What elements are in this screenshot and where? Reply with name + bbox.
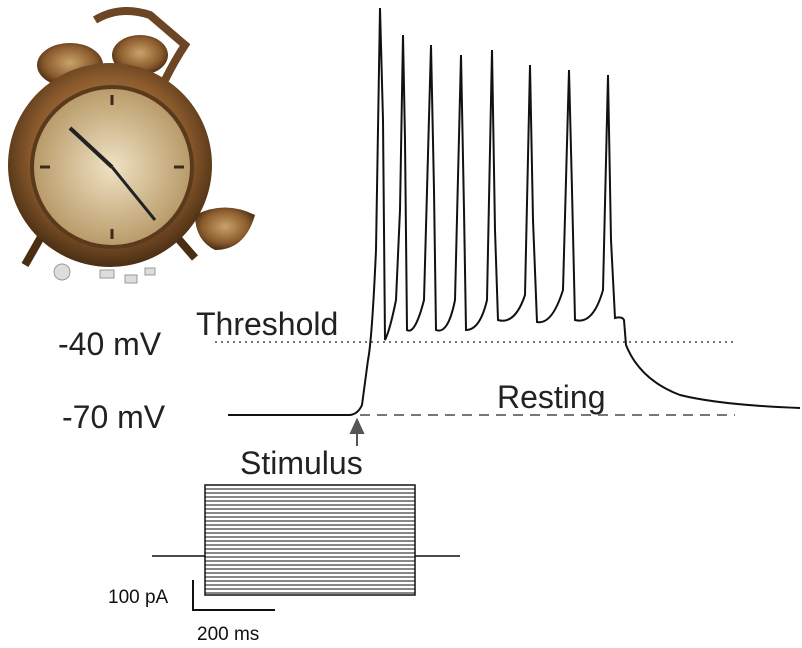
stimulus-label: Stimulus bbox=[240, 445, 363, 481]
alarm-clock bbox=[8, 7, 255, 284]
stimulus-arrow bbox=[349, 417, 365, 446]
current-scale: 100 pA bbox=[108, 587, 169, 608]
step-lines bbox=[205, 488, 415, 594]
resting-label: Resting bbox=[497, 379, 606, 415]
threshold-value: -40 mV bbox=[58, 326, 162, 362]
time-scale: 200 ms bbox=[197, 624, 259, 645]
resting-value: -70 mV bbox=[62, 399, 166, 435]
voltage-trace bbox=[228, 7, 801, 416]
threshold-label: Threshold bbox=[196, 306, 338, 342]
scale-bar bbox=[192, 580, 275, 611]
